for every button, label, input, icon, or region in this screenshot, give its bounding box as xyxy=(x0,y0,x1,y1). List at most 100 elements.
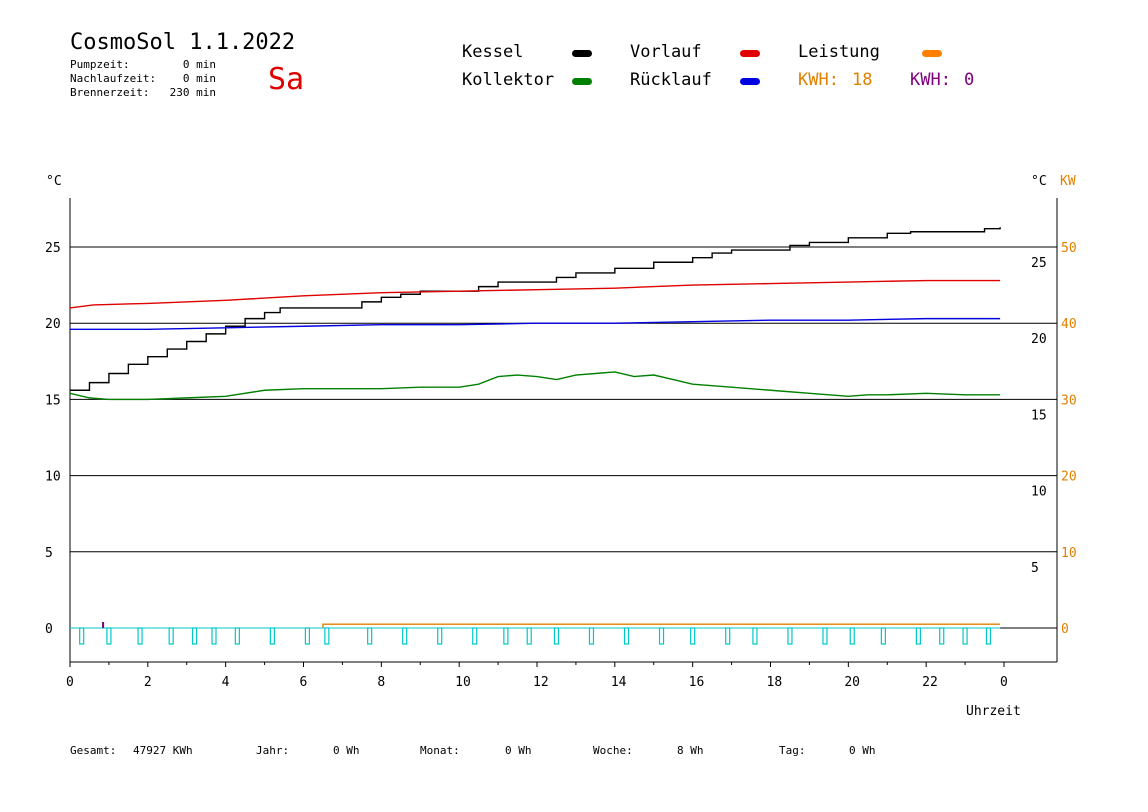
legend-vorlauf-label: Vorlauf xyxy=(630,42,702,62)
series-pumpe-pulse-13 xyxy=(472,627,478,645)
series-pumpe-pulse-22 xyxy=(752,627,758,645)
legend-kwh1-value: 18 xyxy=(852,70,873,90)
series-kollektor-line xyxy=(69,371,1001,401)
x-tick-12: 0 xyxy=(1000,675,1008,690)
x-tick-1: 2 xyxy=(144,675,152,690)
footer-gesamt-label: Gesamt: xyxy=(70,744,117,757)
series-pumpe-pulse-8 xyxy=(304,627,310,645)
legend-kwh1-label: KWH: xyxy=(798,70,839,90)
y-axis-right-label: °C xyxy=(1031,174,1047,189)
footer-jahr-label: Jahr: xyxy=(256,744,290,757)
x-tick-3: 6 xyxy=(300,675,308,690)
x-tick-5: 10 xyxy=(455,675,471,690)
series-kessel-line xyxy=(70,227,1001,391)
footer-gesamt-value: 47927 KWh xyxy=(133,744,193,757)
series-pumpe-pulse-25 xyxy=(849,627,855,645)
series-pumpe-pulse-19 xyxy=(658,627,665,645)
x-tick-4: 8 xyxy=(377,675,385,690)
series-pumpe-pulse-29 xyxy=(962,627,968,645)
series-pumpe-pulse-0 xyxy=(79,627,85,645)
series-pumpe-pulse-4 xyxy=(191,627,198,645)
stat-brennerzeit-value: 230 min xyxy=(169,86,216,99)
series-pumpe-pulse-15 xyxy=(526,627,532,645)
y-axis-left-label: °C xyxy=(46,174,62,189)
y-tick-kw-40: 40 xyxy=(1061,317,1077,332)
series-pumpe-pulse-1 xyxy=(106,627,112,645)
page-title: CosmoSol 1.1.2022 xyxy=(70,30,296,55)
legend-kwh2-value: 0 xyxy=(964,70,975,90)
series-pumpe-pulse-12 xyxy=(437,627,443,645)
series-pumpe-pulse-28 xyxy=(939,627,945,645)
y-tick-right-10: 10 xyxy=(1031,485,1047,500)
legend-kollektor-swatch xyxy=(572,78,592,85)
y-tick-kw-30: 30 xyxy=(1061,393,1077,408)
series-pumpe-pulse-17 xyxy=(588,627,595,645)
x-tick-7: 14 xyxy=(611,675,627,690)
stat-pumpzeit-label: Pumpzeit: xyxy=(70,58,130,71)
stat-nachlaufzeit-label: Nachlaufzeit: xyxy=(70,72,157,85)
y-tick-left-15: 15 xyxy=(45,393,61,408)
y-tick-right-5: 5 xyxy=(1031,561,1039,576)
footer-jahr-value: 0 Wh xyxy=(333,744,360,757)
series-pumpe-pulse-14 xyxy=(503,627,509,645)
y-tick-kw-10: 10 xyxy=(1061,546,1077,561)
stat-brennerzeit-label: Brennerzeit: xyxy=(70,86,150,99)
legend-ruecklauf-swatch xyxy=(740,78,760,85)
y-tick-kw-50: 50 xyxy=(1061,241,1077,256)
stat-nachlaufzeit-value: 0 min xyxy=(182,72,216,85)
y-tick-left-0: 0 xyxy=(45,622,53,637)
series-pumpe-pulse-2 xyxy=(137,627,143,645)
y-tick-left-20: 20 xyxy=(45,317,61,332)
x-tick-0: 0 xyxy=(66,675,74,690)
weekday-label: Sa xyxy=(268,62,305,97)
x-tick-11: 22 xyxy=(922,675,938,690)
series-pumpe-pulse-9 xyxy=(324,627,330,645)
series-pumpe-pulse-3 xyxy=(168,627,174,645)
legend-kessel-label: Kessel xyxy=(462,42,524,62)
y-tick-left-10: 10 xyxy=(45,470,61,485)
series-pumpe-pulse-26 xyxy=(880,627,886,645)
series-r-cklauf-line xyxy=(70,317,1001,330)
legend-vorlauf-swatch xyxy=(740,50,760,57)
series-pumpe-pulse-21 xyxy=(725,627,731,645)
stat-pumpzeit-value: 0 min xyxy=(182,58,216,71)
series-pumpe-pulse-18 xyxy=(623,627,630,645)
legend-kessel-swatch xyxy=(572,50,592,57)
series-pumpe-pulse-7 xyxy=(269,627,275,645)
series-pumpe-pulse-11 xyxy=(402,627,408,645)
x-tick-10: 20 xyxy=(844,675,860,690)
legend-ruecklauf-label: Rücklauf xyxy=(630,70,712,90)
footer-monat-label: Monat: xyxy=(420,744,460,757)
series-vorlauf-line xyxy=(69,279,1001,309)
series-pumpe-pulse-30 xyxy=(985,627,992,645)
y-tick-left-5: 5 xyxy=(45,546,53,561)
footer-monat-value: 0 Wh xyxy=(505,744,532,757)
series-pumpe-pulse-23 xyxy=(787,627,793,645)
series-pumpe-pulse-16 xyxy=(553,627,560,645)
series-pumpe-pulse-10 xyxy=(367,627,373,645)
y-tick-left-25: 25 xyxy=(45,241,61,256)
y-tick-right-20: 20 xyxy=(1031,332,1047,347)
legend-leistung-swatch xyxy=(922,50,942,57)
legend-leistung-label: Leistung xyxy=(798,42,880,62)
footer-tag-label: Tag: xyxy=(779,744,806,757)
y-tick-right-15: 15 xyxy=(1031,408,1047,423)
x-tick-8: 16 xyxy=(689,675,705,690)
series-pumpe-pulse-27 xyxy=(915,627,921,645)
y-tick-kw-0: 0 xyxy=(1061,622,1069,637)
footer-tag-value: 0 Wh xyxy=(849,744,876,757)
series-pumpe-pulse-20 xyxy=(690,627,696,645)
x-tick-2: 4 xyxy=(222,675,230,690)
x-tick-6: 12 xyxy=(533,675,549,690)
x-axis-label: Uhrzeit xyxy=(966,704,1021,719)
legend-kollektor-label: Kollektor xyxy=(462,70,555,90)
footer-woche-label: Woche: xyxy=(593,744,633,757)
series-pumpe-pulse-5 xyxy=(211,627,217,645)
y-axis-kw-label: KW xyxy=(1060,174,1076,189)
series-leistung-line xyxy=(322,623,1001,628)
legend-kwh2-label: KWH: xyxy=(910,70,951,90)
footer-woche-value: 8 Wh xyxy=(677,744,704,757)
y-tick-kw-20: 20 xyxy=(1061,470,1077,485)
x-tick-9: 18 xyxy=(767,675,783,690)
